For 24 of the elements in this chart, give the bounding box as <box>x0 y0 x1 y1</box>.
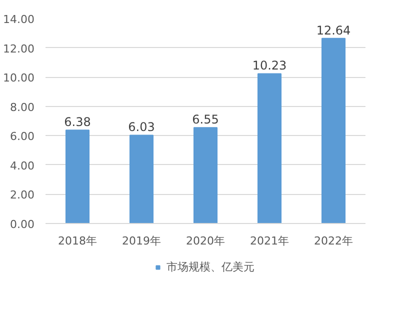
bar <box>321 38 346 224</box>
data-label: 6.03 <box>128 120 155 134</box>
x-tick-label: 2020年 <box>186 234 226 248</box>
y-tick-label: 2.00 <box>10 188 35 202</box>
y-tick-label: 6.00 <box>10 130 35 144</box>
bar <box>65 130 90 224</box>
bar <box>257 73 282 224</box>
bar <box>129 134 154 224</box>
y-tick-label: 0.00 <box>10 218 35 231</box>
data-label: 6.38 <box>64 115 91 130</box>
y-tick-label: 14.00 <box>3 13 35 26</box>
x-tick-label: 2022年 <box>314 234 354 248</box>
x-tick-label: 2019年 <box>122 234 162 248</box>
y-tick-label: 12.00 <box>3 42 35 56</box>
y-tick-label: 4.00 <box>10 159 35 172</box>
data-label: 10.23 <box>252 58 287 73</box>
data-label: 6.55 <box>192 112 219 127</box>
y-tick-label: 8.00 <box>10 100 35 114</box>
bar <box>193 127 218 224</box>
x-tick-label: 2021年 <box>250 234 290 248</box>
legend-label: 市场规模、亿美元 <box>166 260 254 274</box>
x-tick-label: 2018年 <box>58 234 98 248</box>
y-tick-label: 10.00 <box>3 72 35 85</box>
data-label: 12.64 <box>316 23 351 38</box>
